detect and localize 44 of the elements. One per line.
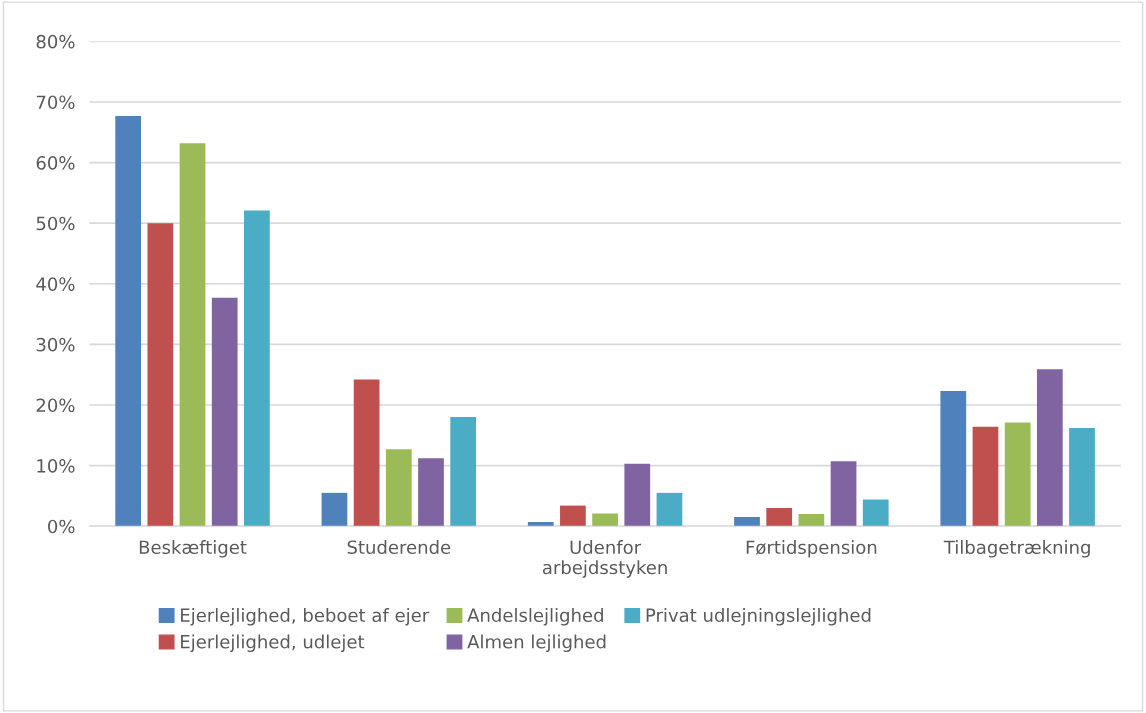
bar <box>115 115 142 527</box>
bar <box>321 492 348 527</box>
x-tick-label: Udenfor arbejdsstyken <box>542 540 667 578</box>
bar <box>527 521 554 527</box>
bar <box>830 461 857 527</box>
y-tick-label: 70% <box>36 95 75 110</box>
y-tick-label: 80% <box>36 34 75 49</box>
legend-label: Almen lejlighed <box>467 634 606 653</box>
bar <box>656 492 683 527</box>
bar <box>592 513 618 527</box>
bar <box>560 505 586 527</box>
legend-label: Ejerlejlighed, beboet af ejer <box>181 608 430 626</box>
x-tick-label: Førtidspension <box>746 540 877 558</box>
bar <box>798 514 825 527</box>
bar <box>862 499 889 527</box>
bar <box>734 517 760 527</box>
x-tick-label: Beskæftiget <box>139 540 247 558</box>
bar <box>940 391 967 527</box>
legend-label: Ejerlejlighed, udlejet <box>181 634 365 653</box>
bar <box>211 297 238 527</box>
bar <box>179 143 206 527</box>
bar <box>147 223 174 527</box>
y-tick-label: 40% <box>36 277 75 291</box>
y-tick-label: 0% <box>48 519 75 534</box>
bar <box>1069 428 1095 527</box>
y-tick-label: 20% <box>36 398 75 413</box>
bar <box>1036 369 1063 527</box>
legend-label: Andelslejlighed <box>467 608 603 626</box>
x-tick-label: Tilbagetrækning <box>943 540 1090 558</box>
bar <box>972 426 999 527</box>
bar <box>385 449 412 527</box>
bar <box>418 458 444 527</box>
bar <box>353 379 380 527</box>
y-tick-label: 10% <box>37 459 75 473</box>
legend-label: Privat udlejningslejlighed <box>646 608 871 626</box>
bar <box>624 463 651 527</box>
y-tick-label: 50% <box>36 216 75 231</box>
bar <box>766 508 793 527</box>
y-tick-label: 30% <box>36 337 75 352</box>
bar <box>244 210 270 527</box>
bar <box>1004 422 1031 527</box>
y-tick-label: 60% <box>36 156 75 170</box>
x-tick-label: Studerende <box>347 540 451 555</box>
bar <box>450 417 477 527</box>
